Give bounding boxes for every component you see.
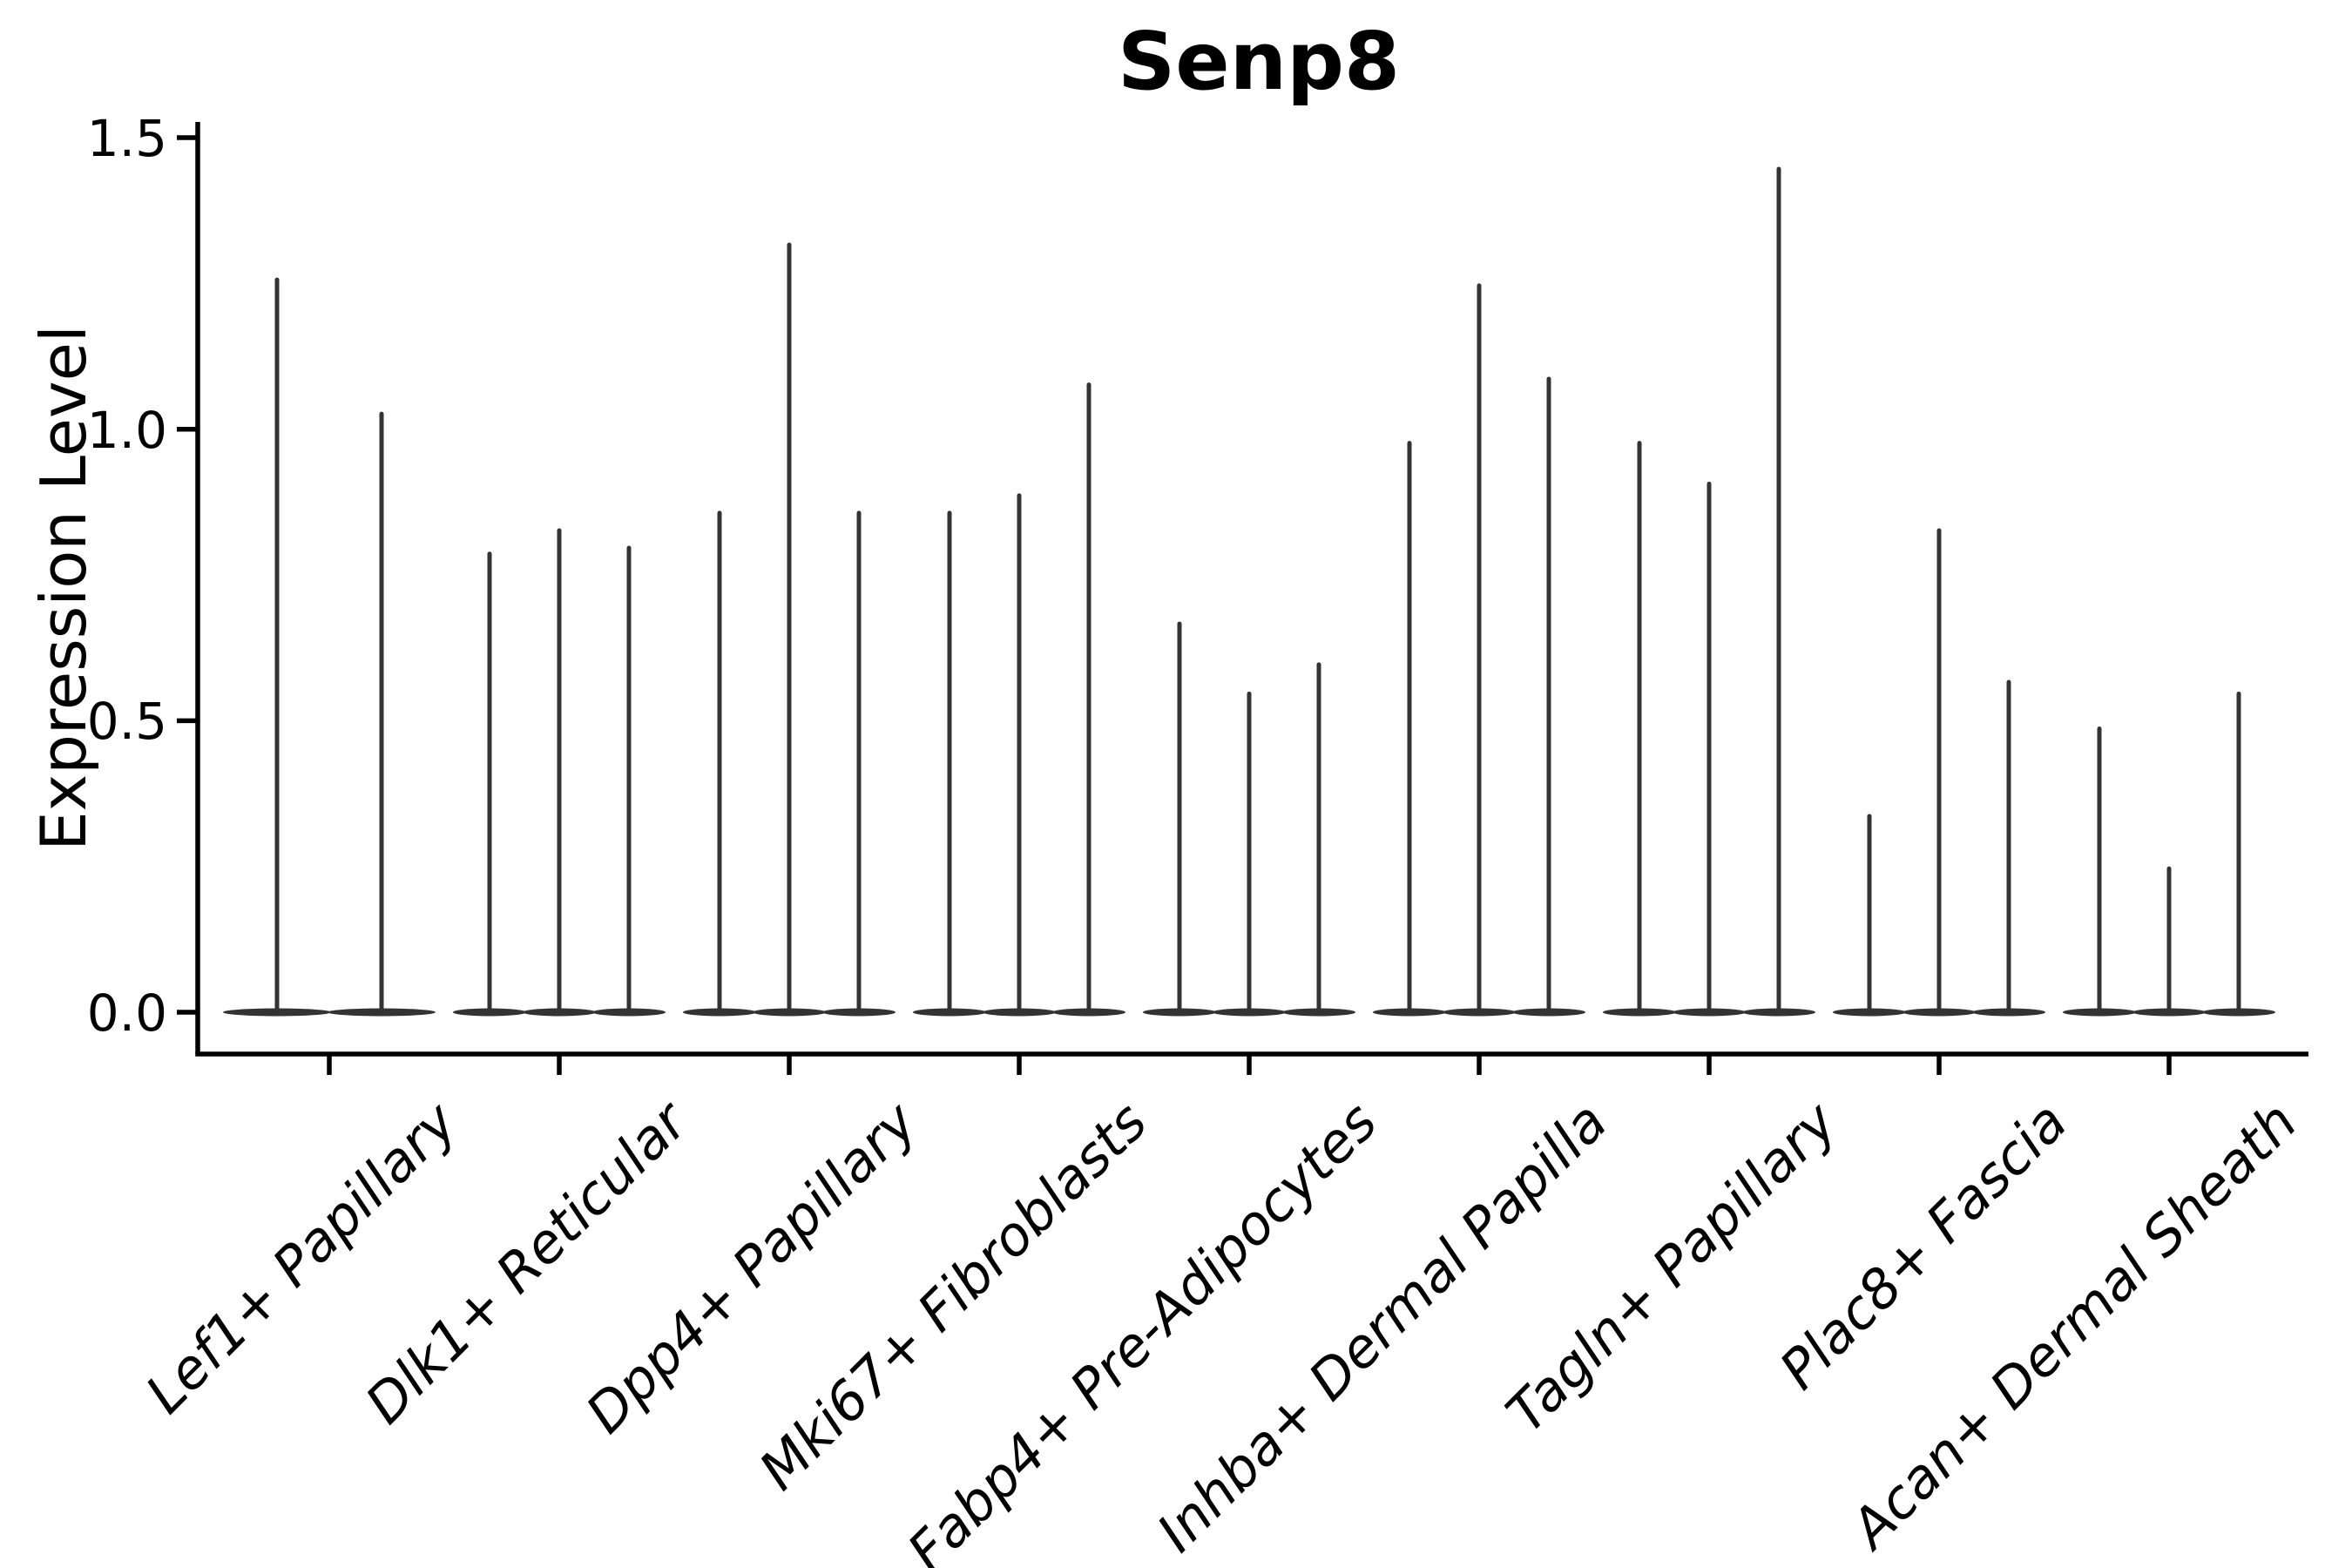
y-axis-label: Expression Level bbox=[27, 325, 100, 851]
y-tick-label: 0.5 bbox=[87, 692, 167, 751]
y-tick-label: 1.0 bbox=[87, 401, 167, 460]
axes bbox=[177, 122, 2308, 1075]
x-tick-label: Acan+ Dermal Sheath bbox=[1836, 1090, 2309, 1563]
violin-group bbox=[1603, 166, 1815, 1017]
violins bbox=[223, 166, 2275, 1017]
violin-group bbox=[1373, 283, 1585, 1017]
violin-group bbox=[2063, 691, 2275, 1017]
violin-group bbox=[1143, 621, 1355, 1017]
chart-title: Senp8 bbox=[1118, 15, 1400, 108]
violin-group bbox=[913, 382, 1125, 1017]
violin-group bbox=[223, 277, 436, 1017]
violin-group bbox=[1833, 528, 2045, 1017]
violin-group bbox=[683, 242, 896, 1017]
violin-group bbox=[453, 528, 666, 1017]
y-tick-label: 0.0 bbox=[87, 983, 167, 1043]
x-tick-label: Fabp4+ Pre-Adipocytes bbox=[896, 1090, 1389, 1568]
x-tick-label: Inhba+ Dermal Papilla bbox=[1145, 1090, 1619, 1564]
y-tick-label: 1.5 bbox=[87, 109, 167, 168]
x-tick-label: Mki67+ Fibroblasts bbox=[747, 1090, 1159, 1502]
